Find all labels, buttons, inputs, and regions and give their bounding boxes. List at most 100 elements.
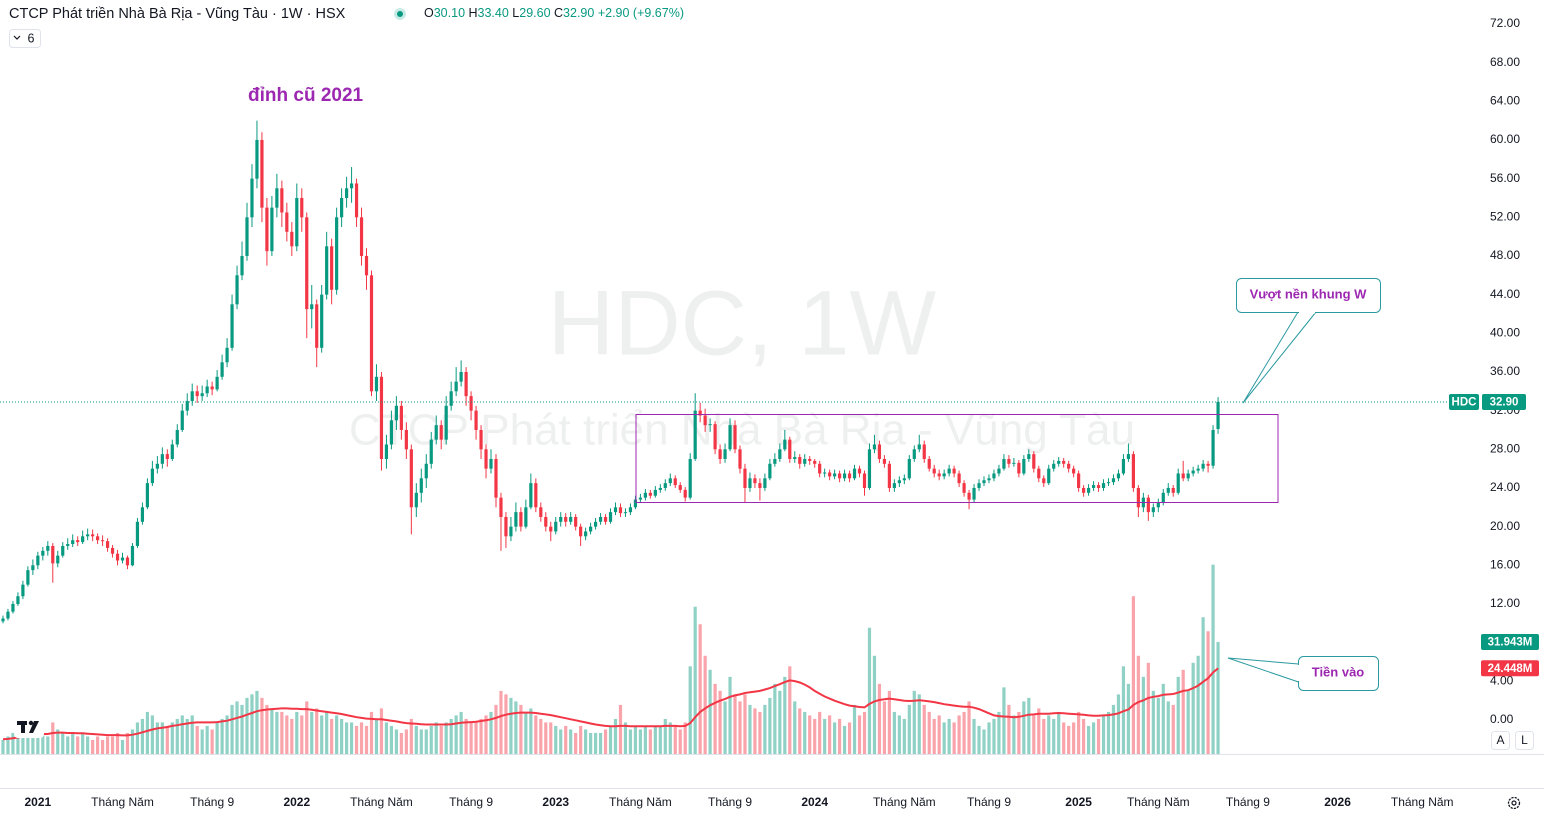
volume-bar	[474, 722, 478, 754]
volume-bar	[967, 701, 971, 754]
volume-bar	[354, 725, 359, 754]
price-tag	[1482, 393, 1526, 410]
candle-body	[947, 468, 951, 474]
candle-body	[300, 197, 304, 218]
volume-bar	[743, 694, 747, 754]
settings-button[interactable]	[1507, 796, 1521, 810]
x-tick-label: Tháng 9	[190, 795, 234, 809]
volume-bar	[987, 722, 991, 754]
candle-body	[1047, 468, 1051, 484]
volume-bar	[837, 718, 842, 754]
candle-body	[200, 393, 204, 397]
candle-layer	[1, 120, 1220, 624]
candle-body	[549, 526, 553, 532]
candle-body	[912, 449, 916, 459]
volume-bar	[598, 732, 603, 754]
log-scale-button[interactable]	[1515, 731, 1534, 750]
candle-body	[295, 197, 299, 247]
candle-body	[96, 536, 100, 541]
candle-body	[145, 483, 150, 508]
volume-bar	[280, 711, 284, 754]
volume-bar	[1002, 687, 1006, 754]
volume-bar	[947, 718, 951, 754]
volume-bar	[997, 711, 1001, 754]
candle-body	[932, 468, 936, 474]
candle-body	[897, 480, 901, 484]
volume-bar	[718, 690, 722, 754]
candle-body	[16, 596, 20, 604]
volume-bar	[394, 729, 398, 754]
x-tick-label: 2023	[542, 795, 569, 809]
volume-bar	[713, 683, 717, 754]
candle-body	[66, 544, 70, 546]
candle-body	[1, 618, 5, 622]
volume-bar	[818, 711, 822, 754]
auto-scale-label[interactable]: A	[1496, 733, 1504, 747]
candle-body	[643, 492, 647, 498]
candle-body	[902, 478, 906, 481]
volume-bar	[952, 722, 956, 754]
candle-body	[828, 472, 832, 477]
tradingview-logo[interactable]	[14, 716, 44, 738]
ohlc-value: 32.90	[563, 6, 594, 20]
volume-bar	[76, 736, 80, 754]
candle-body	[285, 212, 289, 232]
x-tick-label: Tháng Năm	[609, 795, 672, 809]
y-tick-label: 12.00	[1490, 596, 1520, 610]
candle-body	[663, 483, 667, 488]
candle-body	[1191, 470, 1195, 474]
candle-body	[320, 294, 324, 348]
candle-body	[743, 468, 747, 488]
volume-bar	[479, 718, 483, 754]
market-status-dot	[397, 11, 403, 17]
ohlc-value: 29.60	[519, 6, 550, 20]
interval-button[interactable]: 6	[9, 29, 41, 48]
candle-body	[56, 555, 60, 564]
volume-bar	[150, 715, 154, 754]
volume-bar	[235, 701, 239, 754]
volume-bar	[359, 722, 364, 754]
y-tick-label: 72.00	[1490, 16, 1520, 30]
candle-body	[833, 473, 837, 477]
ohlc-key: H	[469, 6, 478, 20]
candle-body	[1136, 487, 1140, 508]
auto-scale-button[interactable]	[1491, 731, 1510, 750]
volume-bar	[434, 722, 438, 754]
ohlc-value: 30.10	[434, 6, 465, 20]
volume-bar	[1106, 711, 1111, 754]
candle-body	[125, 557, 130, 566]
volume-bar	[1057, 711, 1061, 754]
y-tick-label: 0.00	[1490, 712, 1514, 726]
candle-body	[1161, 492, 1165, 503]
candle-body	[399, 405, 403, 430]
logo-part	[21, 721, 25, 733]
volume-bar	[86, 736, 90, 754]
volume-bar	[574, 732, 578, 754]
volume-bar	[1186, 690, 1190, 754]
volume-bar	[1156, 697, 1160, 754]
volume-bar	[728, 676, 732, 754]
log-scale-label[interactable]: L	[1521, 733, 1528, 747]
candle-body	[444, 405, 448, 440]
interval-button-frame[interactable]	[9, 29, 41, 48]
volume-bar	[763, 704, 767, 754]
volume-bar	[554, 725, 558, 754]
volume-bar	[1052, 718, 1056, 754]
candle-body	[982, 480, 986, 484]
interval-value[interactable]: 6	[28, 31, 35, 45]
volume-bar	[847, 722, 852, 754]
volume-bar	[842, 725, 847, 754]
symbol-tag-label: HDC	[1452, 396, 1477, 408]
volume-bar	[877, 683, 882, 754]
callout-text: Tiền vào	[1312, 664, 1365, 679]
candle-body	[130, 545, 135, 566]
y-tick-label: 48.00	[1490, 248, 1520, 262]
volume-bar	[932, 718, 936, 754]
candle-body	[230, 304, 234, 348]
candle-body	[61, 545, 65, 556]
volume-bar	[833, 722, 837, 754]
candle-body	[26, 570, 30, 585]
candle-body	[150, 468, 154, 484]
volume-bar	[255, 690, 259, 754]
candle-body	[499, 497, 503, 517]
